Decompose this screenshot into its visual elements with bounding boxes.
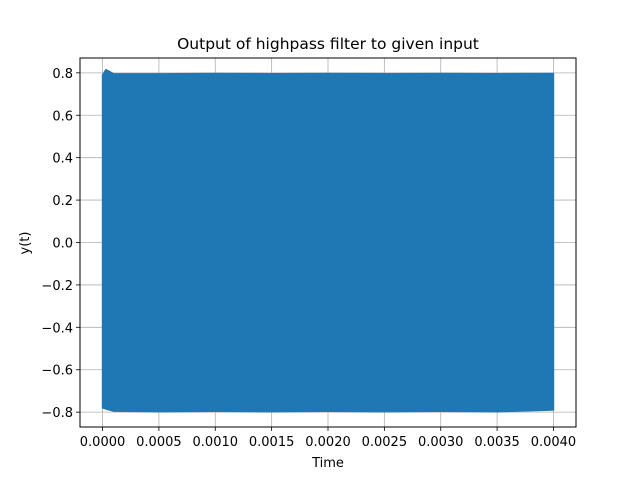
x-tick-label: 0.0025 xyxy=(362,435,408,450)
y-tick-label: 0.2 xyxy=(52,194,73,209)
chart-title: Output of highpass filter to given input xyxy=(177,35,479,53)
y-tick-label: 0.0 xyxy=(52,237,73,252)
x-axis-label: Time xyxy=(311,456,344,471)
y-tick-label: −0.4 xyxy=(41,321,73,336)
y-tick-label: 0.6 xyxy=(52,109,73,124)
x-tick-label: 0.0020 xyxy=(305,435,351,450)
x-tick-label: 0.0010 xyxy=(193,435,239,450)
x-tick-label: 0.0015 xyxy=(249,435,295,450)
x-tick-label: 0.0035 xyxy=(474,435,520,450)
y-axis-label: y(t) xyxy=(18,232,33,255)
signal-band xyxy=(101,68,555,413)
y-tick-label: −0.2 xyxy=(41,279,73,294)
x-axis-ticks: 0.0000 0.0005 0.0010 0.0015 0.0020 0.0025 0.00… xyxy=(80,427,576,450)
y-axis-ticks: −0.8 −0.6 −0.4 −0.2 0.0 0.2 0.4 0.6 0.8 xyxy=(41,67,80,421)
y-tick-label: 0.4 xyxy=(52,152,73,167)
x-tick-label: 0.0000 xyxy=(80,435,126,450)
x-tick-label: 0.0030 xyxy=(418,435,464,450)
x-tick-label: 0.0005 xyxy=(136,435,182,450)
y-tick-label: −0.6 xyxy=(41,364,73,379)
y-tick-label: −0.8 xyxy=(41,406,73,421)
y-tick-label: 0.8 xyxy=(52,67,73,82)
x-tick-label: 0.0040 xyxy=(531,435,577,450)
series-line xyxy=(101,68,555,413)
